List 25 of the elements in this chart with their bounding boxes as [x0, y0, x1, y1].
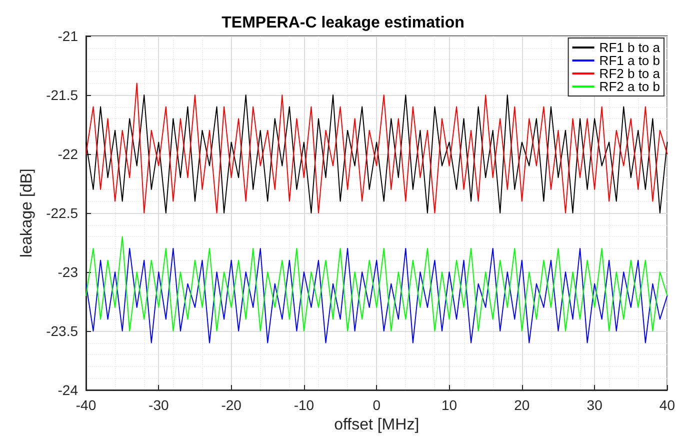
chart-title: TEMPERA-C leakage estimation — [222, 14, 464, 32]
legend-label: RF1 a to b — [599, 53, 660, 68]
legend-label: RF2 b to a — [599, 66, 661, 81]
y-tick-label: -22 — [58, 146, 78, 162]
line-series — [86, 236, 668, 332]
y-tick-label: -23.5 — [46, 323, 78, 339]
y-tick-label: -21 — [58, 28, 78, 44]
y-axis-title: leakage [dB] — [18, 168, 36, 258]
x-tick-label: 0 — [372, 397, 381, 413]
y-tick-label: -24 — [58, 382, 78, 398]
x-tick-label: 40 — [659, 397, 676, 413]
legend-label: RF2 a to b — [599, 79, 660, 94]
y-tick-label: -23 — [58, 264, 78, 280]
legend-label: RF1 b to a — [599, 40, 661, 55]
x-tick-label: -20 — [221, 397, 242, 413]
y-tick-label: -21.5 — [46, 87, 78, 103]
line-series — [86, 248, 668, 344]
x-tick-label: 30 — [586, 397, 603, 413]
x-tick-label: -40 — [76, 397, 96, 413]
x-tick-label: 10 — [441, 397, 458, 413]
x-tick-label: -30 — [148, 397, 169, 413]
x-tick-label: -10 — [294, 397, 314, 413]
y-tick-label: -22.5 — [46, 205, 78, 221]
x-axis-title: offset [MHz] — [334, 416, 420, 434]
x-tick-label: 20 — [514, 397, 530, 413]
